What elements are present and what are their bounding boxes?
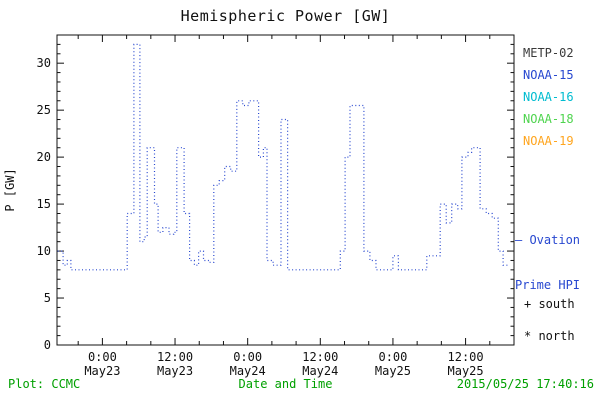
x-tick-date: May25 bbox=[375, 364, 411, 378]
x-axis-title: Date and Time bbox=[238, 377, 333, 391]
hpi-step-line bbox=[57, 43, 510, 271]
y-tick-label: 20 bbox=[37, 150, 51, 164]
x-tick-time: 0:00 bbox=[88, 350, 117, 364]
y-tick-label: 0 bbox=[44, 338, 51, 352]
x-tick-time: 12:00 bbox=[302, 350, 338, 364]
x-tick-date: May23 bbox=[157, 364, 193, 378]
north-marker-label: * north bbox=[524, 329, 575, 343]
x-tick-date: May25 bbox=[448, 364, 484, 378]
y-tick-label: 25 bbox=[37, 103, 51, 117]
ovation-label-line2: Prime HPI bbox=[515, 278, 581, 292]
x-tick-date: May23 bbox=[84, 364, 120, 378]
x-tick-time: 12:00 bbox=[448, 350, 484, 364]
x-tick-date: May24 bbox=[230, 364, 266, 378]
ovation-prime-label: — Ovation Prime HPI bbox=[515, 203, 580, 323]
legend-item-noaa18: NOAA-18 bbox=[523, 112, 574, 126]
y-axis-title: P [GW] bbox=[3, 168, 17, 211]
x-tick-time: 0:00 bbox=[378, 350, 407, 364]
x-tick-time: 12:00 bbox=[157, 350, 193, 364]
y-tick-label: 30 bbox=[37, 56, 51, 70]
plot-timestamp: 2015/05/25 17:40:16 bbox=[456, 377, 594, 391]
plot-box bbox=[56, 34, 515, 346]
chart-title: Hemispheric Power [GW] bbox=[180, 7, 391, 25]
legend-item-noaa15: NOAA-15 bbox=[523, 68, 574, 82]
plot-source-label: Plot: CCMC bbox=[8, 377, 81, 391]
satellite-legend: METP-02 NOAA-15 NOAA-16 NOAA-18 NOAA-19 bbox=[523, 42, 574, 152]
x-tick-date: May24 bbox=[302, 364, 338, 378]
legend-item-noaa16: NOAA-16 bbox=[523, 90, 574, 104]
south-marker-label: + south bbox=[524, 297, 575, 311]
legend-item-metp02: METP-02 bbox=[523, 46, 574, 60]
x-tick-time: 0:00 bbox=[233, 350, 262, 364]
y-tick-label: 10 bbox=[37, 244, 51, 258]
ovation-label-line1: — Ovation bbox=[515, 233, 581, 247]
y-tick-label: 15 bbox=[37, 197, 51, 211]
y-tick-label: 5 bbox=[44, 291, 51, 305]
legend-item-noaa19: NOAA-19 bbox=[523, 134, 574, 148]
